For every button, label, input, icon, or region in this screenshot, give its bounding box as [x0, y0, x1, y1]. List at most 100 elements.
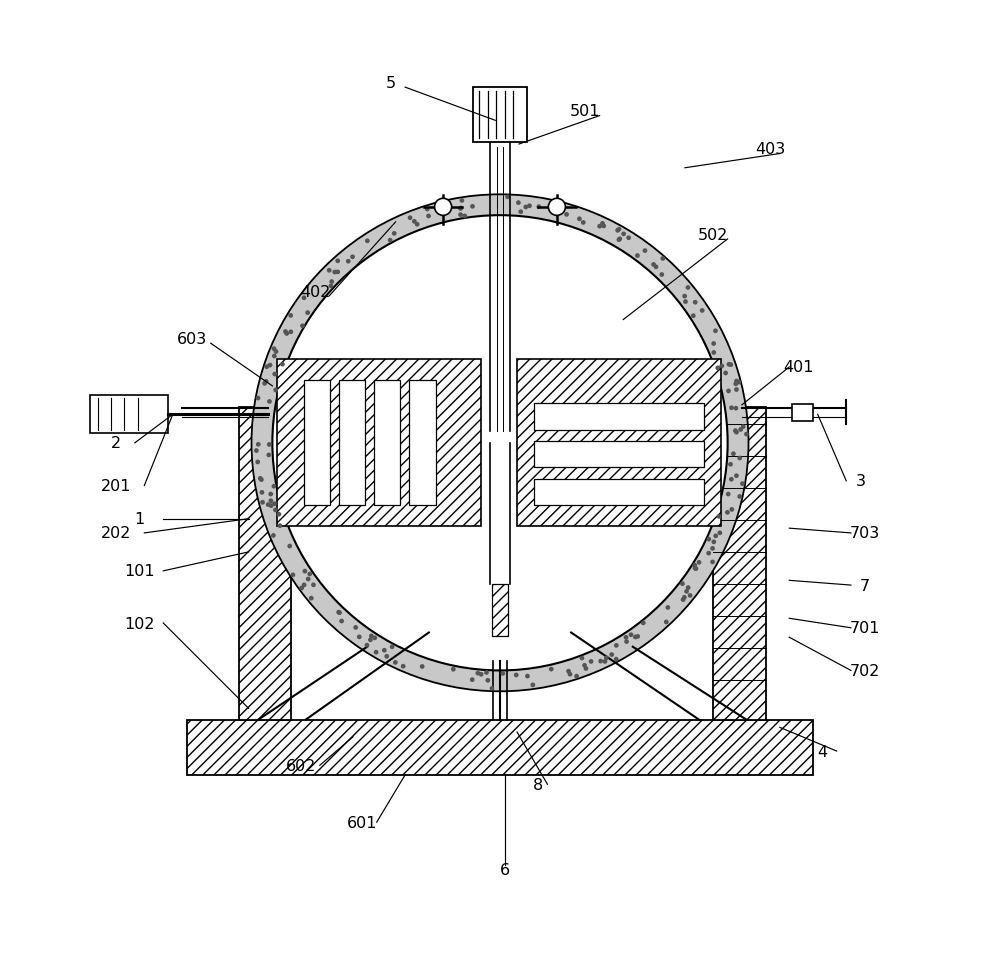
Circle shape [686, 585, 691, 590]
Circle shape [415, 223, 420, 228]
Circle shape [439, 203, 444, 208]
Circle shape [425, 208, 430, 213]
Circle shape [621, 233, 626, 237]
Bar [713, 407, 766, 720]
Bar [473, 88, 527, 143]
Circle shape [260, 491, 264, 496]
Circle shape [719, 364, 724, 369]
Text: 7: 7 [860, 578, 870, 593]
Circle shape [369, 634, 374, 639]
Circle shape [306, 577, 311, 581]
Circle shape [262, 381, 267, 386]
Circle shape [597, 225, 602, 230]
Circle shape [272, 216, 728, 671]
Circle shape [717, 531, 722, 536]
Circle shape [365, 643, 369, 648]
Circle shape [536, 205, 541, 210]
Text: 402: 402 [300, 284, 330, 299]
Circle shape [280, 362, 285, 367]
Circle shape [303, 569, 307, 574]
Circle shape [614, 658, 619, 661]
Circle shape [738, 428, 743, 433]
Circle shape [272, 373, 277, 377]
Circle shape [598, 659, 603, 664]
Circle shape [470, 678, 475, 682]
Circle shape [329, 284, 333, 289]
Circle shape [284, 332, 289, 336]
Circle shape [729, 508, 734, 513]
Circle shape [731, 452, 736, 456]
Circle shape [682, 596, 687, 600]
Circle shape [505, 195, 510, 200]
Circle shape [311, 583, 316, 588]
Text: 1: 1 [134, 512, 145, 527]
Text: 603: 603 [177, 332, 207, 347]
Circle shape [335, 259, 340, 264]
Circle shape [711, 351, 716, 355]
Text: 5: 5 [386, 76, 396, 91]
Circle shape [684, 589, 689, 594]
Text: 501: 501 [570, 104, 601, 119]
Circle shape [694, 567, 698, 572]
Circle shape [268, 492, 273, 497]
Circle shape [734, 474, 739, 478]
Circle shape [372, 636, 377, 640]
Circle shape [568, 672, 572, 677]
Circle shape [729, 406, 734, 411]
Circle shape [726, 389, 731, 394]
Circle shape [258, 476, 263, 481]
Circle shape [268, 498, 273, 503]
Circle shape [715, 366, 720, 371]
Circle shape [601, 224, 606, 229]
Text: 403: 403 [755, 142, 785, 157]
Circle shape [734, 431, 739, 436]
Circle shape [255, 460, 260, 465]
Circle shape [686, 286, 690, 291]
Circle shape [717, 515, 721, 519]
Text: 102: 102 [124, 616, 155, 631]
Text: 703: 703 [850, 526, 880, 541]
Circle shape [353, 625, 358, 630]
Circle shape [635, 253, 640, 258]
Circle shape [744, 433, 749, 437]
Circle shape [551, 205, 556, 210]
Text: 701: 701 [850, 620, 880, 636]
Circle shape [635, 635, 640, 639]
Circle shape [458, 213, 463, 217]
Circle shape [589, 659, 593, 664]
Circle shape [307, 572, 312, 577]
Circle shape [726, 492, 731, 497]
Circle shape [460, 199, 464, 204]
Circle shape [401, 664, 406, 669]
Circle shape [288, 330, 293, 335]
Bar [492, 584, 508, 637]
Circle shape [693, 566, 697, 571]
Circle shape [462, 214, 467, 219]
Circle shape [624, 639, 629, 644]
Circle shape [710, 546, 715, 551]
Circle shape [574, 674, 579, 679]
Circle shape [264, 365, 269, 370]
Circle shape [615, 229, 620, 233]
Circle shape [725, 511, 730, 516]
Circle shape [339, 619, 344, 624]
Circle shape [412, 220, 417, 225]
Circle shape [659, 273, 664, 277]
Circle shape [603, 659, 607, 664]
Text: 8: 8 [533, 777, 543, 792]
Circle shape [660, 256, 665, 261]
Text: 702: 702 [850, 663, 880, 679]
Circle shape [346, 259, 351, 264]
Circle shape [736, 380, 741, 385]
Circle shape [577, 217, 582, 222]
Bar [277, 360, 481, 527]
Circle shape [734, 406, 738, 411]
Circle shape [728, 462, 733, 467]
Circle shape [626, 236, 631, 241]
Circle shape [266, 453, 271, 457]
Circle shape [439, 211, 444, 215]
Circle shape [617, 238, 621, 243]
Circle shape [629, 633, 633, 638]
Circle shape [458, 207, 463, 212]
Circle shape [272, 502, 277, 507]
